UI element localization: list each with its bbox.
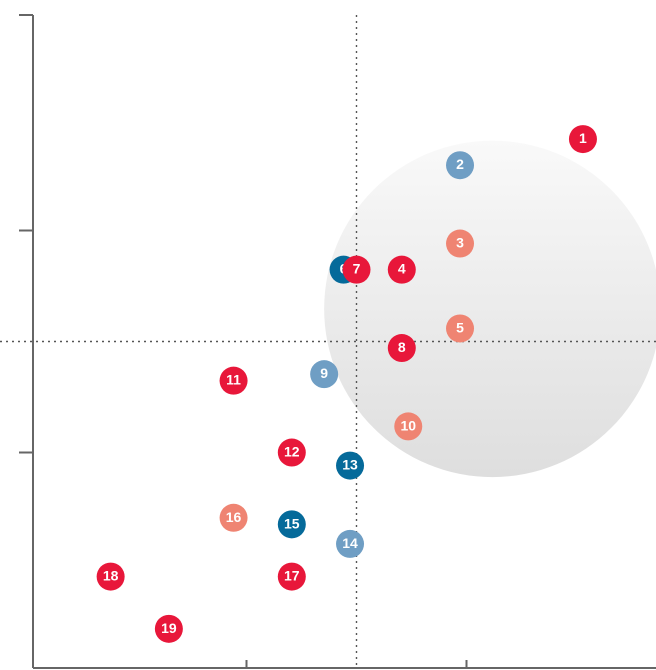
data-point-3: 3 xyxy=(446,229,475,258)
point-marker xyxy=(96,562,125,591)
point-label: 19 xyxy=(161,620,177,636)
point-marker xyxy=(342,255,371,284)
point-label: 7 xyxy=(353,261,361,277)
point-label: 13 xyxy=(342,457,358,473)
data-point-5: 5 xyxy=(446,314,475,343)
point-marker xyxy=(277,438,306,467)
point-label: 8 xyxy=(398,339,406,355)
data-point-17: 17 xyxy=(277,562,306,591)
point-marker xyxy=(219,366,248,395)
point-label: 11 xyxy=(226,372,241,388)
point-label: 14 xyxy=(342,535,358,551)
point-label: 18 xyxy=(103,568,119,584)
point-label: 9 xyxy=(320,365,328,381)
point-label: 4 xyxy=(398,261,406,277)
data-point-8: 8 xyxy=(387,334,416,363)
data-point-14: 14 xyxy=(336,529,365,558)
data-point-9: 9 xyxy=(310,360,339,389)
point-label: 3 xyxy=(456,235,464,251)
point-label: 17 xyxy=(284,568,300,584)
point-label: 10 xyxy=(400,417,416,433)
point-marker xyxy=(394,412,423,441)
point-marker xyxy=(336,451,365,480)
point-marker xyxy=(387,334,416,363)
data-point-11: 11 xyxy=(219,366,248,395)
point-marker xyxy=(336,529,365,558)
data-point-1: 1 xyxy=(568,125,597,154)
point-marker xyxy=(310,360,339,389)
data-point-18: 18 xyxy=(96,562,125,591)
data-point-13: 13 xyxy=(336,451,365,480)
point-label: 5 xyxy=(456,319,464,335)
data-point-10: 10 xyxy=(394,412,423,441)
point-marker xyxy=(277,510,306,539)
highlight-circle xyxy=(324,140,656,478)
data-point-19: 19 xyxy=(154,614,183,643)
data-point-15: 15 xyxy=(277,510,306,539)
point-marker xyxy=(446,151,475,180)
data-point-4: 4 xyxy=(387,255,416,284)
point-marker xyxy=(446,314,475,343)
data-point-12: 12 xyxy=(277,438,306,467)
data-point-2: 2 xyxy=(446,151,475,180)
point-marker xyxy=(154,614,183,643)
point-marker xyxy=(387,255,416,284)
point-label: 15 xyxy=(284,515,300,531)
data-point-7: 7 xyxy=(342,255,371,284)
point-label: 1 xyxy=(579,130,587,146)
point-label: 12 xyxy=(284,444,300,460)
point-marker xyxy=(446,229,475,258)
axis-ticks xyxy=(19,14,468,668)
point-label: 16 xyxy=(226,509,242,525)
data-points: 12345678910111213141516171819 xyxy=(96,125,597,643)
point-marker xyxy=(219,503,248,532)
point-marker xyxy=(277,562,306,591)
point-marker xyxy=(568,125,597,154)
data-point-16: 16 xyxy=(219,503,248,532)
point-label: 2 xyxy=(456,156,464,172)
